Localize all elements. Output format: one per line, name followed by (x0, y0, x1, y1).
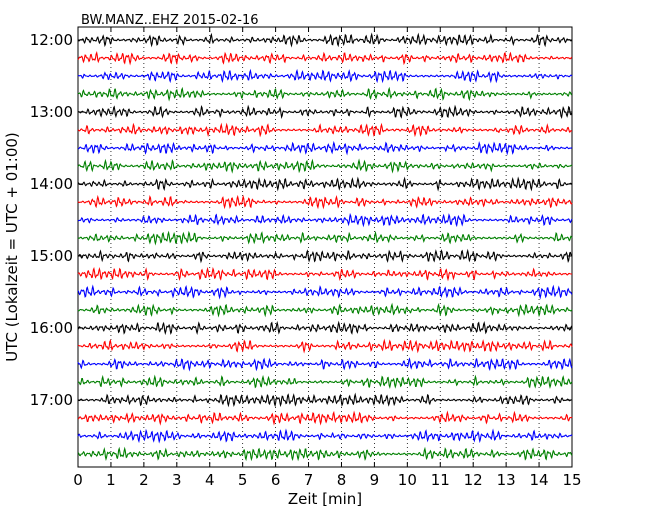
seismogram-trace-1215 (77, 51, 573, 66)
x-tick-label: 5 (238, 471, 248, 489)
seismogram-trace-1330 (77, 140, 573, 156)
chart-title: BW.MANZ..EHZ 2015-02-16 (81, 13, 259, 28)
y-axis: 12:00 13:00 14:00 15:00 16:00 17:00 (30, 31, 572, 409)
seismogram-trace-1700 (77, 392, 572, 408)
seismogram-trace-1245 (77, 86, 573, 102)
x-tick-label: 2 (139, 471, 149, 489)
seismogram-trace-1445 (77, 230, 573, 246)
x-axis: 0 1 2 3 4 5 6 7 8 9 10 11 12 13 14 15 (73, 27, 582, 489)
seismogram-trace-1545 (77, 302, 573, 318)
y-tick-label: 17:00 (30, 391, 73, 409)
x-tick-label: 10 (398, 471, 417, 489)
x-tick-label: 8 (337, 471, 347, 489)
x-tick-label: 3 (172, 471, 182, 489)
y-tick-label: 16:00 (30, 319, 73, 337)
x-tick-label: 12 (464, 471, 483, 489)
x-tick-label: 13 (497, 471, 516, 489)
y-tick-label: 12:00 (30, 31, 73, 49)
plot-frame (77, 26, 573, 468)
x-tick-label: 0 (73, 471, 83, 489)
seismogram-trace-1645 (77, 374, 573, 390)
x-tick-label: 11 (431, 471, 450, 489)
y-tick-label: 15:00 (30, 247, 73, 265)
seismogram-trace-1200 (77, 32, 573, 48)
x-tick-label: 4 (205, 471, 215, 489)
y-tick-label: 13:00 (30, 103, 73, 121)
x-tick-label: 9 (370, 471, 380, 489)
seismogram-trace-1345 (77, 158, 573, 174)
grid-lines (110, 27, 540, 467)
x-tick-label: 1 (106, 471, 116, 489)
seismogram-trace-1745 (77, 446, 573, 462)
seismogram-trace-1230 (77, 68, 573, 84)
seismogram-trace-1515 (77, 266, 573, 282)
y-tick-label: 14:00 (30, 175, 73, 193)
seismogram-trace-1315 (77, 122, 572, 138)
x-tick-label: 14 (530, 471, 549, 489)
y-axis-label: UTC (Lokalzeit = UTC + 01:00) (3, 132, 21, 362)
seismogram-trace-1600 (77, 320, 573, 336)
seismogram-trace-1500 (78, 248, 573, 264)
seismogram-trace-1730 (77, 428, 573, 444)
seismogram-trace-1615 (77, 338, 573, 354)
seismogram-trace-1430 (77, 212, 573, 228)
seismogram-trace-1300 (77, 104, 573, 120)
seismogram-trace-1715 (77, 410, 573, 426)
x-tick-label: 7 (304, 471, 314, 489)
x-tick-label: 6 (271, 471, 281, 489)
seismogram-trace-1400 (77, 176, 573, 192)
seismogram-trace-1530 (77, 284, 573, 300)
seismogram-trace-1630 (77, 357, 573, 372)
x-axis-label: Zeit [min] (288, 490, 362, 508)
seismogram-trace-1415 (77, 194, 573, 210)
trace-group (77, 32, 573, 462)
x-tick-label: 15 (562, 471, 581, 489)
